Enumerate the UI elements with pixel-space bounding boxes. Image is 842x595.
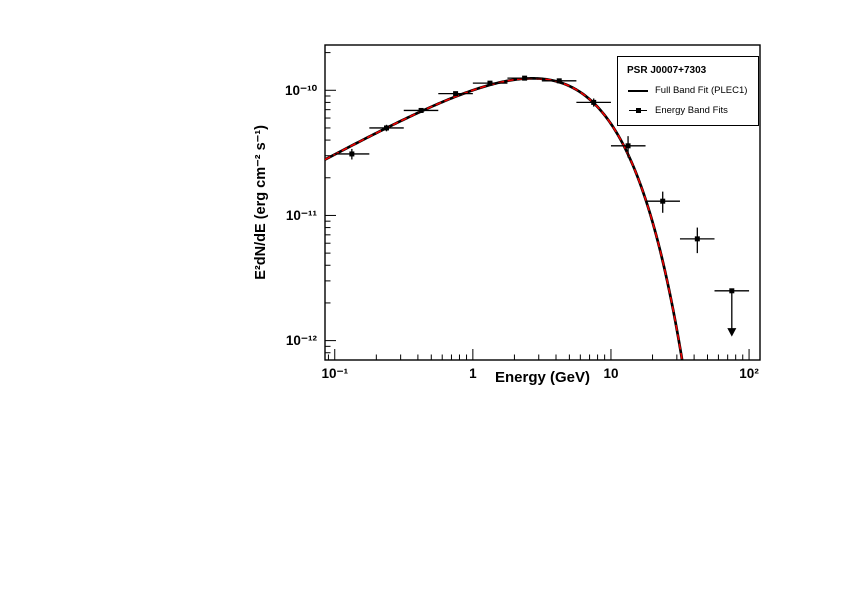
- legend-entry-fit: Full Band Fit (PLEC1): [627, 85, 751, 96]
- svg-text:10²: 10²: [739, 366, 759, 381]
- svg-text:1: 1: [469, 366, 477, 381]
- square-marker-icon: [635, 107, 641, 113]
- legend: PSR J0007+7303 Full Band Fit (PLEC1) Ene…: [617, 56, 759, 126]
- fit-line-swatch: [627, 86, 649, 96]
- band-fit-marker-swatch: [627, 106, 649, 116]
- y-axis-label-wrap: E²dN/dE (erg cm⁻² s⁻¹): [248, 45, 274, 360]
- svg-text:10⁻¹²: 10⁻¹²: [286, 333, 318, 348]
- legend-entry-points: Energy Band Fits: [627, 105, 751, 116]
- svg-text:10⁻¹: 10⁻¹: [321, 366, 348, 381]
- x-axis-label: Energy (GeV): [494, 369, 591, 386]
- legend-title: PSR J0007+7303: [627, 65, 707, 76]
- line-icon: [628, 89, 648, 92]
- svg-text:10⁻¹⁰: 10⁻¹⁰: [285, 83, 318, 98]
- legend-entry-label: Full Band Fit (PLEC1): [655, 85, 748, 96]
- plot-area: 10⁻¹ 1 10 10² 10⁻¹⁰ 10⁻¹¹ 10⁻¹²: [260, 31, 820, 403]
- legend-entry-label: Energy Band Fits: [655, 105, 728, 116]
- y-axis-label: E²dN/dE (erg cm⁻² s⁻¹): [253, 125, 269, 280]
- svg-text:10: 10: [603, 366, 618, 381]
- svg-text:10⁻¹¹: 10⁻¹¹: [286, 208, 318, 223]
- spectrum-plot: 10⁻¹ 1 10 10² 10⁻¹⁰ 10⁻¹¹ 10⁻¹² PSR J0007+7303…: [285, 44, 761, 381]
